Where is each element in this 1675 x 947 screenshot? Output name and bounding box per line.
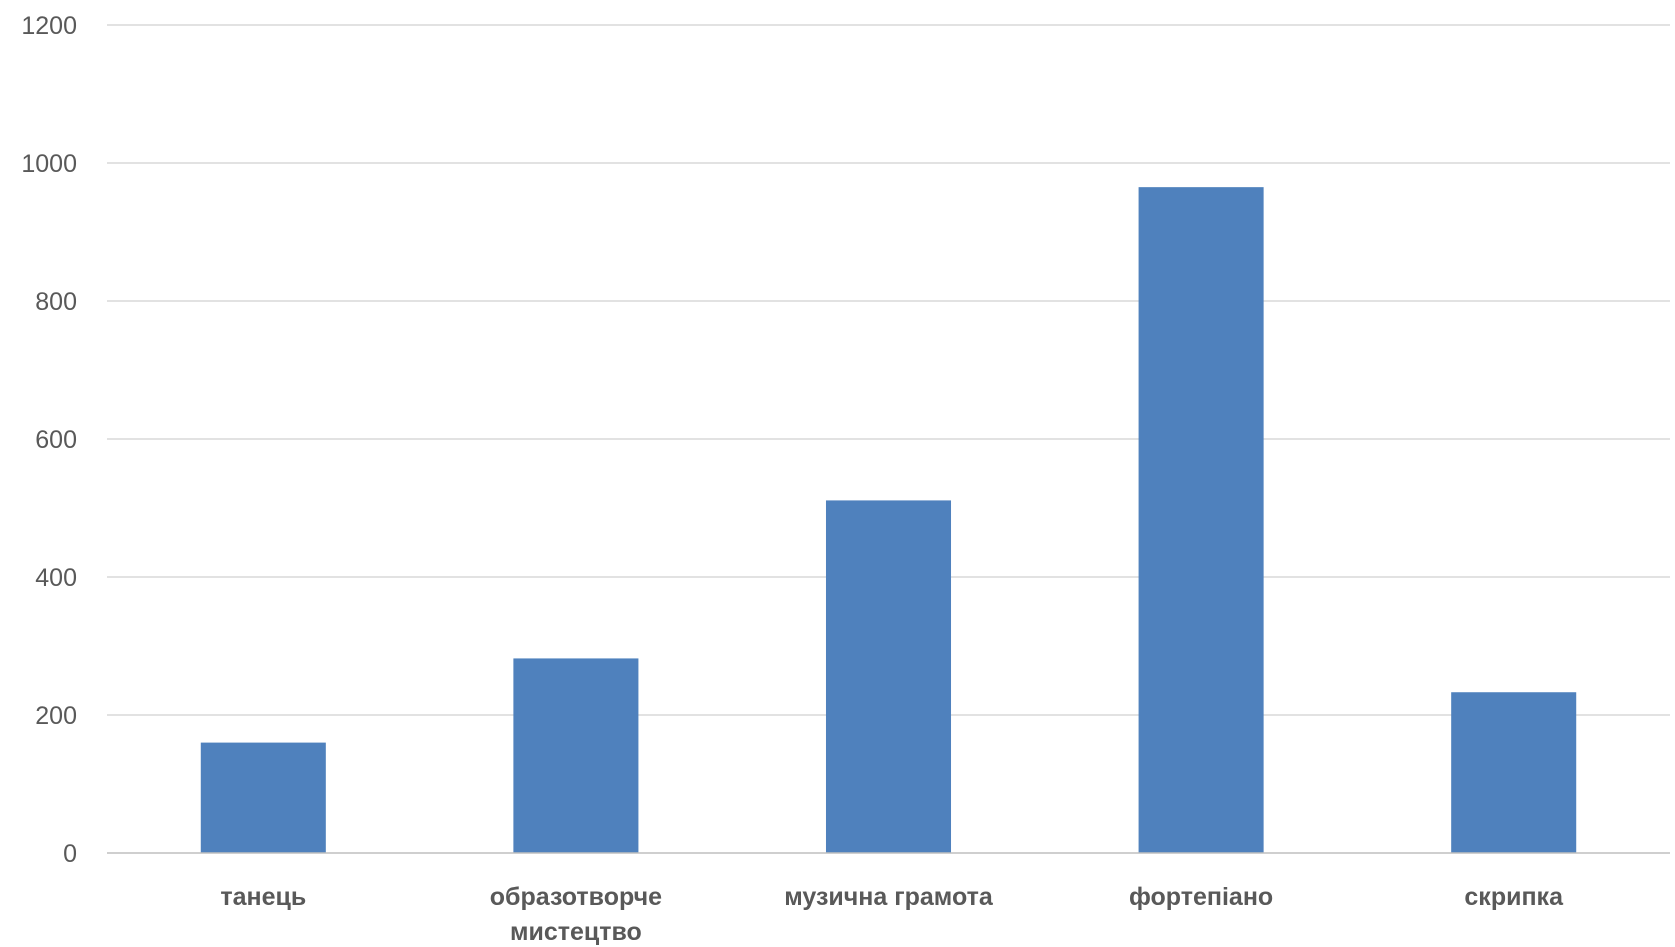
y-tick-label: 600	[35, 426, 77, 454]
y-tick-label: 0	[63, 840, 77, 868]
x-tick-label: фортепіано	[1129, 883, 1273, 911]
x-tick-label: образотворче мистецтво	[490, 883, 662, 946]
y-tick-label: 1000	[21, 150, 77, 178]
bar	[1451, 692, 1577, 853]
x-axis-tick-labels: танець образотворче мистецтво музична грамо…	[220, 883, 1564, 946]
y-tick-label: 200	[35, 702, 77, 730]
bars	[200, 187, 1577, 853]
y-tick-label: 400	[35, 564, 77, 592]
bar	[513, 658, 639, 853]
bar	[1138, 187, 1264, 853]
bar	[200, 742, 326, 853]
y-tick-label: 1200	[21, 12, 77, 40]
bar	[825, 500, 952, 853]
x-tick-label: скрипка	[1464, 883, 1564, 911]
y-axis-tick-labels: 0 200 400 600 800 1000 1200	[21, 12, 77, 868]
x-tick-label: музична грамота	[784, 883, 994, 911]
x-tick-label: танець	[220, 883, 306, 911]
gridlines	[107, 24, 1670, 716]
y-tick-label: 800	[35, 288, 77, 316]
